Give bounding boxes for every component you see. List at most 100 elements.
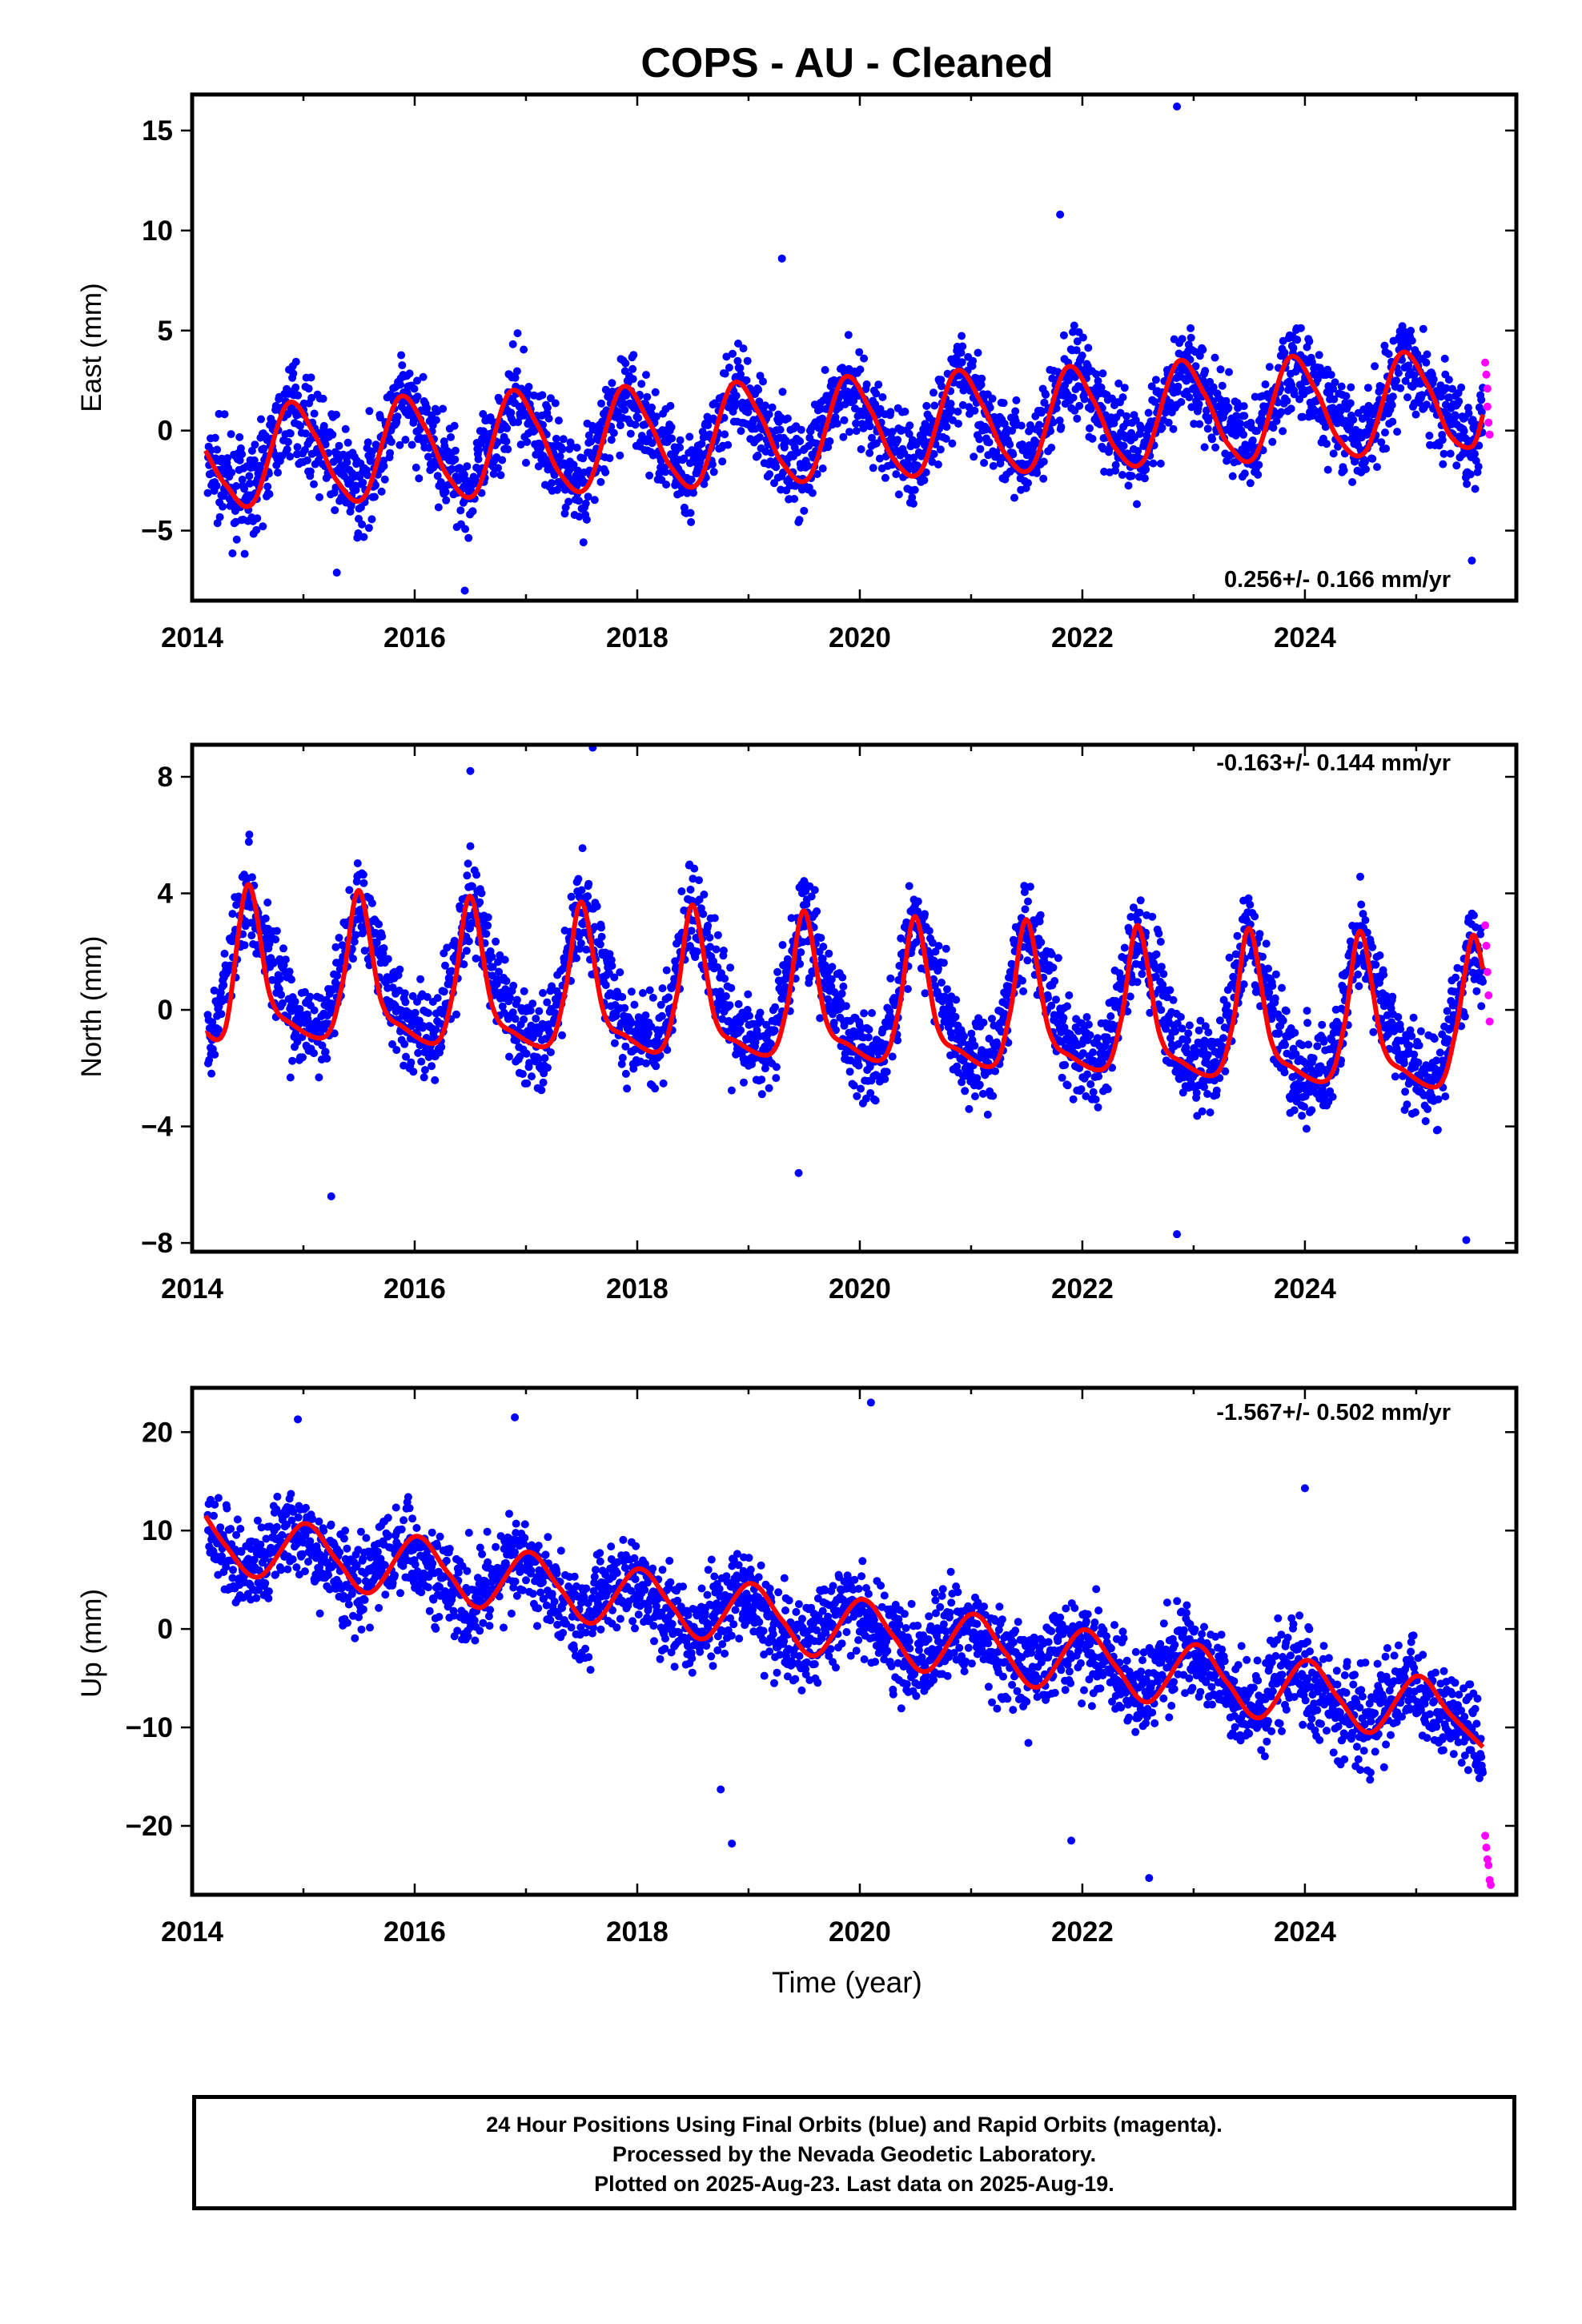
east-daily-point [560,509,569,518]
east-daily-point [958,332,966,340]
north-daily-point [886,974,895,983]
east-daily-point [1455,397,1464,406]
north-daily-point [323,1054,331,1063]
east-daily-point [393,412,402,421]
east-daily-point [1185,393,1194,402]
east-y-tick-label: 5 [158,316,173,347]
east-daily-point [413,392,422,401]
east-daily-point [371,480,379,489]
north-daily-point [263,899,272,907]
east-daily-point [410,384,419,393]
north-daily-point [778,941,787,949]
east-daily-point [238,450,247,459]
north-daily-point [279,944,287,953]
east-daily-point [1422,358,1431,367]
east-daily-point [302,429,310,438]
east-daily-point [413,376,421,385]
east-daily-point [821,366,829,374]
east-daily-point [1078,352,1086,360]
east-daily-point [783,414,792,423]
north-daily-point [512,995,521,1004]
east-daily-point [240,549,249,558]
east-daily-point [1075,401,1084,410]
north-daily-point [971,1092,979,1100]
east-x-tick-label: 2018 [606,622,669,653]
north-daily-point [704,921,713,930]
north-daily-point [407,1058,416,1067]
east-daily-point [668,434,677,443]
north-daily-point [952,995,961,1004]
north-daily-point [828,963,837,971]
east-daily-point [768,403,777,412]
east-daily-point [387,437,396,446]
north-daily-point [464,937,473,946]
north-daily-point [272,927,281,935]
east-daily-point [419,372,428,381]
north-daily-point [1036,911,1045,919]
east-daily-point [321,440,330,448]
east-daily-point [232,535,241,544]
east-daily-point [433,472,442,480]
east-daily-point [936,445,945,454]
east-daily-point [203,489,212,497]
east-daily-point [315,493,323,501]
north-daily-point [349,955,357,963]
east-outlier-point [1173,102,1182,111]
east-daily-point [597,399,605,408]
east-daily-point [865,448,874,457]
east-daily-point [729,349,737,358]
east-daily-point [335,441,343,450]
north-daily-point [737,1026,745,1035]
east-daily-point [934,460,942,468]
east-daily-point [584,431,593,440]
east-daily-point [294,391,303,400]
north-daily-point [1086,1080,1095,1088]
north-daily-point [1198,1107,1207,1116]
north-daily-point [367,899,376,907]
north-daily-point [379,944,388,952]
east-daily-point [1208,435,1216,444]
east-daily-point [608,379,616,388]
east-rapid-point [1481,358,1490,367]
east-daily-point [1446,449,1455,458]
east-daily-point [1086,424,1094,432]
east-daily-point [736,364,745,372]
east-daily-point [227,468,236,477]
north-daily-point [310,1049,318,1058]
east-daily-point [351,485,360,494]
east-daily-point [721,430,729,439]
north-daily-point [1192,1088,1201,1097]
east-daily-point [1098,369,1107,378]
east-daily-point [334,456,343,464]
north-daily-point [464,859,472,868]
east-daily-point [1381,428,1389,437]
east-daily-point [213,445,222,454]
east-daily-point [862,380,871,388]
north-daily-point [979,1018,988,1027]
east-daily-point [550,471,559,480]
east-daily-point [259,522,267,531]
east-daily-point [227,430,235,439]
east-rapid-point [1482,370,1491,379]
north-daily-point [772,1074,781,1083]
east-daily-point [1348,478,1357,486]
north-daily-point [641,1011,650,1019]
north-daily-point [240,941,249,950]
east-daily-point [412,463,420,472]
east-daily-point [859,424,868,432]
east-daily-point [319,394,327,403]
east-daily-point [463,462,472,471]
east-daily-point [512,367,521,376]
east-axis-label: East (mm) [76,283,107,412]
east-x-tick-label: 2020 [829,622,891,653]
north-daily-point [727,983,736,992]
east-daily-point [1268,437,1277,446]
east-daily-point [1144,408,1153,417]
east-daily-point [1151,376,1160,384]
east-daily-point [424,452,432,461]
north-daily-point [623,1084,632,1093]
north-daily-point [228,910,237,919]
east-daily-point [1329,449,1338,458]
east-daily-point [1069,393,1078,402]
north-daily-point [576,939,585,947]
